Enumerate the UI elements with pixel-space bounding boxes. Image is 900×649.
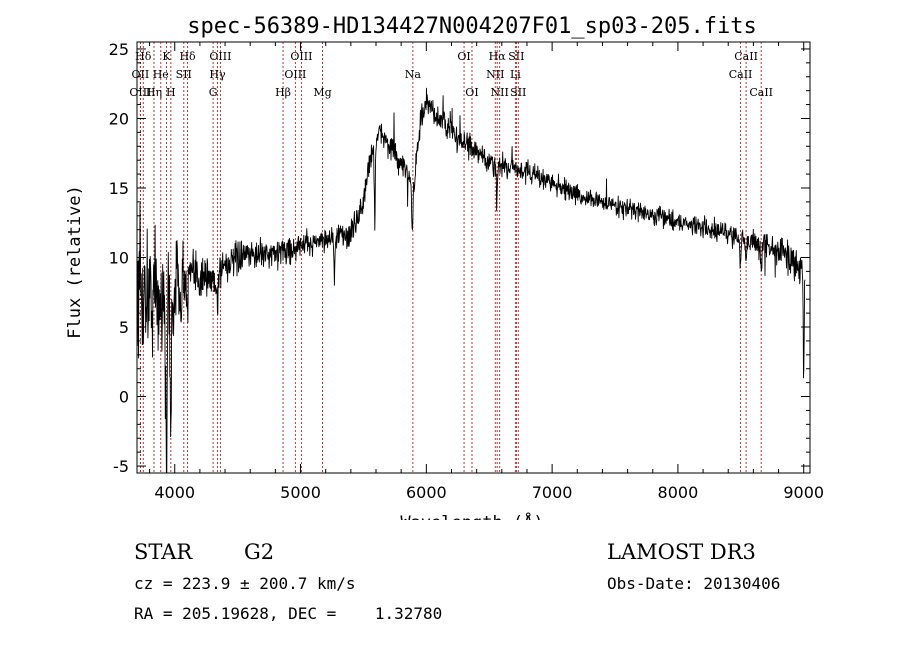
spectrum-series bbox=[136, 87, 806, 474]
y-tick-label: 25 bbox=[109, 40, 129, 59]
spectrum-chart: spec-56389-HD134427N004207F01_sp03-205.f… bbox=[65, 14, 824, 520]
cz-readout: cz = 223.9 ± 200.7 km/s bbox=[134, 574, 356, 593]
x-tick-label: 4000 bbox=[154, 483, 195, 502]
line-label: OIII bbox=[284, 68, 306, 81]
subclass-label: G2 bbox=[244, 540, 275, 564]
x-tick-label: 6000 bbox=[406, 483, 447, 502]
line-label: K bbox=[162, 50, 171, 63]
axis-ticks: 4000 5000 6000 7000 8000 9000 -5 0 5 10 15 20 25 bbox=[109, 40, 824, 502]
line-label: OIII bbox=[290, 50, 312, 63]
line-label: Li bbox=[510, 68, 521, 81]
x-tick-label: 9000 bbox=[783, 483, 824, 502]
obs-date: Obs-Date: 20130406 bbox=[607, 574, 781, 593]
line-label: He bbox=[153, 68, 169, 81]
line-label: CaII bbox=[729, 68, 753, 81]
line-label: OI bbox=[457, 50, 470, 63]
line-label: NII bbox=[491, 86, 509, 99]
line-label: CaII bbox=[749, 86, 773, 99]
x-tick-label: 8000 bbox=[658, 483, 699, 502]
line-label: NII bbox=[486, 68, 504, 81]
line-label: Hα bbox=[489, 50, 507, 63]
radec-readout: RA = 205.19628, DEC = 1.32780 bbox=[134, 604, 443, 623]
line-label: Hβ bbox=[275, 86, 291, 99]
line-label: SII bbox=[510, 86, 526, 99]
line-label: G bbox=[209, 86, 218, 99]
line-label: Hη bbox=[146, 86, 162, 99]
y-tick-label: 10 bbox=[109, 249, 129, 268]
line-label: Hδ bbox=[135, 50, 152, 63]
x-tick-label: 5000 bbox=[280, 483, 321, 502]
line-label: CaII bbox=[734, 50, 758, 63]
x-tick-label: 7000 bbox=[532, 483, 573, 502]
y-tick-label: 0 bbox=[119, 388, 129, 407]
y-tick-label: 15 bbox=[109, 179, 129, 198]
survey-label: LAMOST DR3 bbox=[607, 540, 756, 564]
line-label: Mg bbox=[313, 86, 331, 99]
line-label: Hγ bbox=[209, 68, 226, 81]
line-label: OIII bbox=[129, 86, 151, 99]
line-label: SII bbox=[508, 50, 524, 63]
chart-title: spec-56389-HD134427N004207F01_sp03-205.f… bbox=[187, 14, 757, 39]
spectrum-line bbox=[136, 87, 806, 474]
line-label: SII bbox=[176, 68, 192, 81]
line-label: H bbox=[166, 86, 176, 99]
line-label: OIII bbox=[209, 50, 231, 63]
x-axis-label: Wavelength (Å) bbox=[400, 511, 543, 520]
line-label: OI bbox=[465, 86, 478, 99]
line-label: Na bbox=[405, 68, 422, 81]
class-label: STAR bbox=[134, 540, 193, 564]
y-axis-label: Flux (relative) bbox=[65, 185, 85, 339]
line-label: Hδ bbox=[179, 50, 196, 63]
y-tick-label: 20 bbox=[109, 109, 129, 128]
y-tick-label: 5 bbox=[119, 318, 129, 337]
y-tick-label: -5 bbox=[113, 457, 129, 476]
